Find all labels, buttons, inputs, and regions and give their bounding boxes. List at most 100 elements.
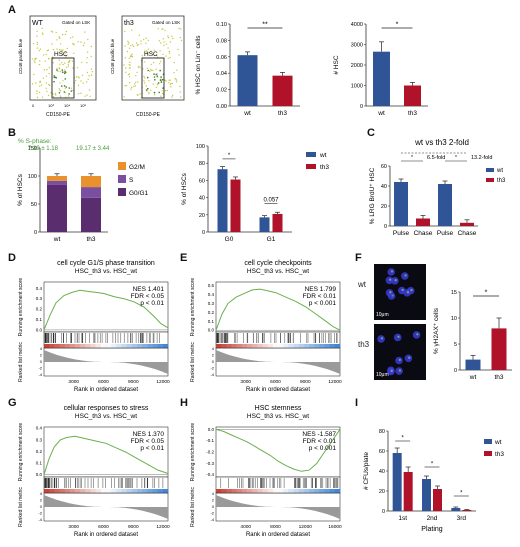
rank-color-strip [49, 344, 55, 348]
metric-tick-label: 0 [212, 359, 215, 364]
flow-dot [32, 43, 35, 45]
flow-dot [50, 92, 52, 94]
flow-dot [157, 28, 159, 30]
flow-dot [137, 44, 139, 46]
flow-dot [62, 49, 64, 51]
bar-wt-pulse [438, 184, 452, 226]
es-axis-label: Running enrichment score [18, 423, 24, 482]
rank-color-strip [314, 344, 320, 348]
flow-dot [69, 59, 71, 62]
legend-label-G0G1: G0/G1 [129, 190, 149, 197]
rank-color-strip [226, 344, 232, 348]
flow-dot [88, 89, 91, 91]
micrograph-wt: 10μm [374, 264, 426, 320]
panel-label-c: C [367, 127, 375, 139]
flow-dot [146, 67, 149, 69]
flow-dot [165, 43, 168, 45]
flow-th3-xaxis: CD150-PE [136, 112, 161, 118]
flow-dot [36, 93, 38, 95]
flow-dot [33, 60, 35, 62]
flow-dot [145, 42, 147, 44]
flow-dot [90, 45, 93, 48]
bar-th3-3rd [462, 510, 472, 511]
x-tick-label: 1st [398, 515, 407, 522]
flow-dot [152, 61, 155, 64]
legend-label-th3: th3 [320, 164, 329, 171]
rank-color-strip [257, 344, 263, 348]
rank-color-strip [49, 489, 55, 493]
rank-color-strip [142, 489, 148, 493]
rank-color-strip [257, 489, 263, 493]
flow-dot [128, 76, 131, 78]
rank-color-strip [288, 489, 294, 493]
flow-dot [54, 92, 57, 95]
metric-axis-label: Ranked list metric [18, 487, 24, 527]
rank-axis-label: Rank in ordered dataset [246, 387, 310, 393]
hsc-gate-th3 [141, 57, 165, 99]
flow-dot [31, 83, 34, 85]
rank-color-strip [95, 489, 102, 493]
flow-dot [77, 84, 80, 87]
flow-dot [167, 35, 169, 37]
rank-color-strip [75, 489, 81, 493]
sphase-annotation-wt: 7.39 ± 1.18 [28, 146, 59, 152]
flow-dot [178, 27, 180, 30]
rank-color-strip [324, 489, 330, 493]
y-axis-label: % of HSCs [17, 173, 24, 206]
panel-label-e: E [180, 252, 188, 264]
rank-color-strip [85, 489, 91, 493]
flow-dot [160, 42, 162, 44]
y-tick-label: 80 [379, 429, 385, 435]
gh2ax-foci [380, 337, 384, 340]
flow-dot [62, 63, 64, 66]
rank-tick-label: 12000 [156, 379, 170, 385]
flow-dot-hsc [154, 79, 156, 81]
x-tick-label: Chase [414, 230, 433, 237]
es-tick-label: 0.4 [36, 426, 43, 431]
flow-dot [127, 43, 129, 45]
flow-dot [150, 69, 152, 72]
flow-dot [77, 41, 79, 43]
legend-label-G2M: G2/M [129, 164, 145, 171]
flow-dot [137, 81, 139, 83]
legend-swatch-G2M [118, 162, 126, 170]
rank-color-strip [226, 489, 232, 493]
flow-dot [41, 27, 43, 29]
flow-dot [163, 44, 165, 47]
flow-dot [131, 29, 133, 31]
rank-color-strip [152, 489, 158, 493]
y-axis-label: % of HSCs [181, 172, 188, 205]
significance-mark: * [455, 155, 457, 161]
flow-dot [134, 85, 136, 87]
flow-dot [38, 91, 41, 94]
flow-dot [150, 68, 152, 70]
rank-color-strip [309, 344, 315, 348]
flow-dot [179, 91, 181, 93]
legend-label-S: S [129, 177, 134, 184]
y-tick-label: 0 [454, 368, 457, 374]
flow-dot [131, 86, 133, 89]
flow-wt-xtick-2: 10⁴ [64, 103, 70, 108]
x-tick-label: th3 [494, 374, 503, 381]
flow-dot-hsc [153, 76, 156, 78]
flow-dot [73, 44, 75, 46]
y-tick-label: 100 [196, 144, 205, 150]
ranked-metric-area [216, 350, 340, 374]
flow-dot [128, 67, 131, 69]
x-tick-label: wt [377, 110, 385, 117]
flow-dot [148, 80, 150, 82]
rank-color-strip [147, 344, 153, 348]
flow-dot [177, 48, 179, 51]
rank-tick-label: 3000 [68, 524, 79, 530]
flow-dot-hsc [146, 76, 149, 79]
flow-dot [56, 39, 58, 41]
flow-dot [86, 81, 88, 83]
flow-dot [167, 47, 169, 49]
hsc-gate-th3-label: HSC [144, 51, 158, 58]
flow-dot-hsc [155, 73, 157, 76]
chart-g0-g1: 0 20 40 60 80 100 % of HSCs G0 * G1 0.057 wt th3 [181, 144, 329, 243]
rank-color-strip [288, 344, 294, 348]
legend-swatch-S [118, 175, 126, 183]
rank-color-strip [152, 344, 158, 348]
flow-dot [180, 96, 182, 98]
